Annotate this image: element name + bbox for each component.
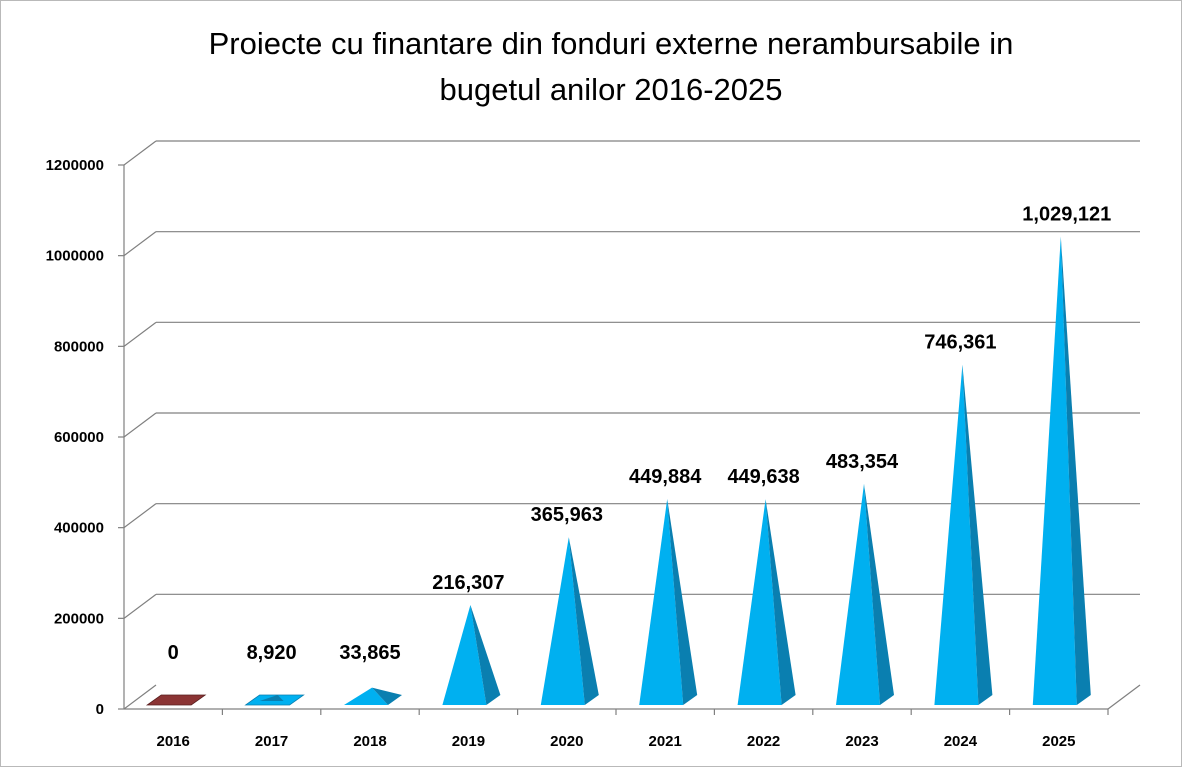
bars-layer [145,236,1091,706]
x-tick-label: 2016 [157,733,190,750]
x-tick-label: 2022 [747,733,780,750]
gridline-diagonal [123,412,157,438]
floor-left-edge [123,684,157,710]
bar-2025-side [1060,236,1091,705]
x-tick-label: 2025 [1042,733,1075,750]
bar-2020-side [568,537,599,705]
x-tick-label: 2020 [550,733,583,750]
bar-2021 [639,499,684,705]
bar-2020 [540,537,585,705]
y-tick-label: 800000 [54,338,104,355]
gridline-diagonal [123,231,157,257]
bar-2025 [1032,236,1077,705]
gridline-diagonal [123,503,157,529]
floor-right-edge [1107,684,1141,710]
gridline-diagonal [123,321,157,347]
data-label-2021: 449,884 [629,466,702,488]
bar-2024 [934,364,979,705]
y-tick-label: 1200000 [46,157,104,174]
y-tick-label: 200000 [54,610,104,627]
bar-2024-side [962,364,993,705]
bar-2018-side [372,687,402,705]
bar-2018 [344,687,388,705]
chart-title-line1: Proiecte cu finantare din fonduri extern… [208,26,1014,61]
y-tick-label: 1000000 [46,248,104,265]
bar-2016 [145,694,207,706]
bar-2023-side [864,483,894,705]
y-tick-label: 400000 [54,520,104,537]
y-tick-label: 600000 [54,429,104,446]
bar-2017-side [259,695,284,701]
bar-2022 [737,499,782,705]
gridline-diagonal [123,140,157,166]
data-label-2019: 216,307 [432,572,504,594]
grid-layer [118,140,1141,715]
data-label-2018: 33,865 [339,642,400,664]
x-tick-label: 2021 [649,733,682,750]
x-tick-label: 2024 [944,733,978,750]
bar-2022-side [765,499,796,705]
y-tick-label: 0 [96,701,104,718]
bar-2023 [836,483,880,705]
data-label-2024: 746,361 [924,332,996,354]
data-label-2023: 483,354 [826,451,899,473]
data-label-2020: 365,963 [531,504,603,526]
data-label-2017: 8,920 [247,642,297,664]
chart-title: Proiecte cu finantare din fonduri extern… [101,21,1121,113]
x-tick-label: 2019 [452,733,485,750]
chart-title-line2: bugetul anilor 2016-2025 [439,72,783,107]
bar-2019-side [470,604,501,705]
data-label-2022: 449,638 [727,466,799,488]
x-tick-label: 2017 [255,733,288,750]
data-label-2016: 0 [168,642,179,664]
x-tick-label: 2023 [845,733,878,750]
x-tick-label: 2018 [353,733,386,750]
data-label-2025: 1,029,121 [1022,203,1111,225]
gridline-diagonal [123,593,157,619]
labels-layer: 0 200000 400000 600000 800000 1000000 1200000 2… [46,157,1112,750]
bar-2019 [442,604,487,705]
bar-2021-side [667,499,698,705]
